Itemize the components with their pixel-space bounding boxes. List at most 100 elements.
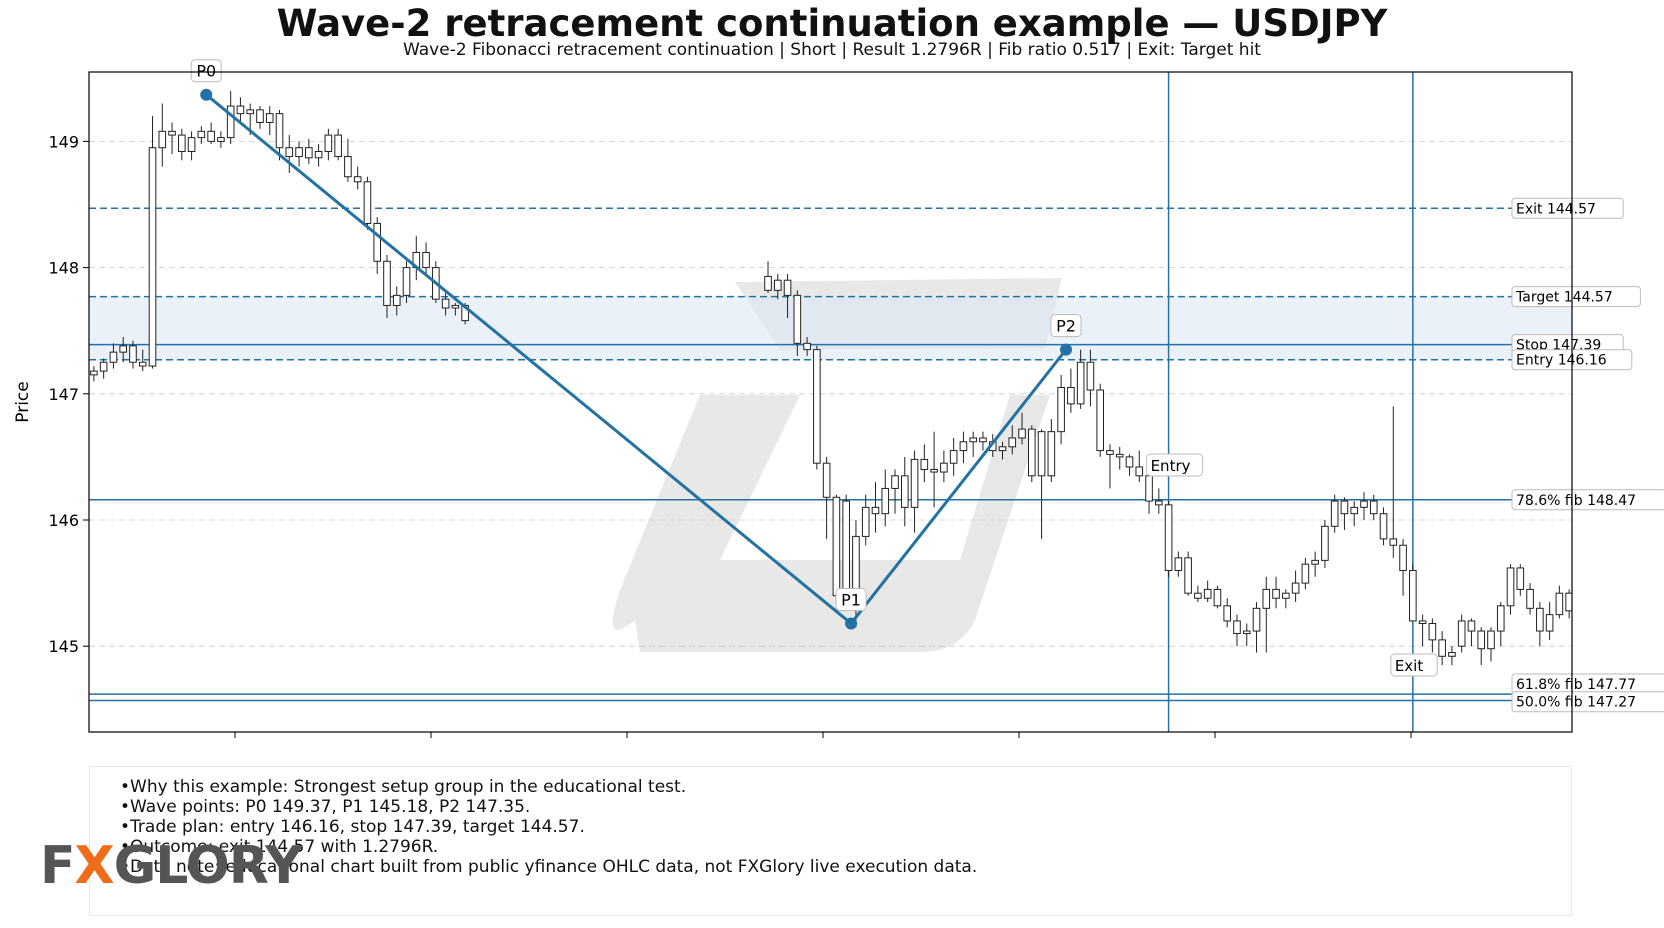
candle-body — [1291, 582, 1300, 594]
candle-body — [275, 113, 284, 149]
candle-body — [773, 279, 782, 291]
notes-panel: Why this example: Strongest setup group … — [89, 766, 1572, 916]
candle-body — [1008, 437, 1017, 448]
x-axis — [234, 732, 1412, 738]
candle-body — [871, 506, 880, 515]
candle-body — [1067, 386, 1075, 405]
level-tag-box — [1511, 691, 1664, 713]
candle-body — [979, 437, 987, 443]
candle-body — [1487, 630, 1495, 650]
candle-body — [1576, 568, 1583, 611]
candle-body — [1096, 389, 1104, 452]
candle-body — [1350, 506, 1359, 515]
wave-label-box — [835, 587, 867, 611]
candle-body — [1321, 525, 1329, 561]
candle-body — [832, 496, 841, 597]
candle-body — [1389, 538, 1398, 546]
candle-body — [1526, 588, 1534, 609]
candle-body — [1106, 450, 1114, 455]
candle-body — [246, 109, 255, 115]
candle-body — [1301, 563, 1310, 584]
candle-body — [217, 137, 225, 142]
candle-body — [949, 450, 958, 464]
candle-body — [129, 345, 137, 363]
candle-body — [1213, 588, 1222, 607]
wave-label-box — [190, 59, 222, 83]
candle-body — [226, 105, 235, 139]
candle-body — [197, 130, 206, 139]
marker-label: Exit — [1395, 657, 1424, 675]
note-item: Wave points: P0 149.37, P1 145.18, P2 14… — [120, 797, 1571, 817]
marker-lines — [1167, 72, 1414, 732]
candle-body — [1545, 614, 1554, 632]
note-item: Data note: educational chart built from … — [120, 857, 1571, 877]
y-tick-label: 148 — [48, 259, 79, 278]
candle-body — [1536, 607, 1544, 632]
candle-body — [1585, 568, 1592, 571]
wave-label-box — [1050, 314, 1082, 338]
candle-body — [353, 176, 362, 183]
marker-label-box — [1146, 453, 1204, 477]
candle-body — [305, 147, 313, 159]
candle-body — [1360, 500, 1368, 508]
candle-body — [334, 134, 342, 158]
candle-body — [99, 361, 108, 372]
level-tag: 61.8% fib 147.77 — [1516, 677, 1636, 693]
candle-body — [90, 370, 98, 376]
wave-point — [845, 617, 858, 630]
candle-body — [1418, 620, 1427, 624]
candle-body — [852, 535, 860, 597]
candle-body — [1018, 428, 1026, 439]
level-tag-box — [1511, 286, 1641, 308]
candle-body — [207, 130, 215, 142]
candle-body — [295, 147, 303, 158]
candle-body — [1399, 544, 1407, 571]
candle-body — [783, 279, 792, 296]
candle-body — [910, 458, 919, 508]
candle-body — [265, 113, 274, 123]
candle-body — [1164, 504, 1173, 571]
candle-body — [1086, 361, 1095, 391]
candle-body — [1330, 500, 1339, 527]
candle-body — [392, 294, 401, 306]
candle-body — [383, 260, 391, 306]
level-tag-box — [1511, 489, 1664, 511]
candle-body — [402, 267, 411, 296]
candle-body — [1076, 361, 1085, 405]
target-zone — [89, 296, 1572, 360]
candle-body — [1223, 605, 1232, 622]
candle-body — [1155, 500, 1163, 506]
candle-body — [920, 458, 929, 471]
note-item: Outcome: exit 144.57 with 1.2796R. — [120, 837, 1571, 857]
candle-body — [1282, 592, 1290, 599]
candle-body — [1047, 431, 1056, 477]
candle-body — [959, 441, 968, 452]
level-tag: Target 144.57 — [1515, 290, 1613, 306]
candle-body — [1516, 567, 1525, 590]
candle-body — [1272, 588, 1280, 599]
candle-body — [1615, 510, 1622, 520]
y-axis-label: Price — [13, 381, 33, 422]
candle-body — [1340, 500, 1349, 515]
candle-body — [1496, 605, 1505, 632]
candle-body — [1115, 453, 1124, 458]
candle-body — [324, 134, 333, 153]
candle-body — [363, 181, 372, 224]
candle-body — [1438, 639, 1446, 657]
candle-body — [1605, 520, 1612, 552]
candle-body — [803, 342, 811, 351]
candle-body — [344, 156, 352, 178]
marker-label-box — [1390, 653, 1438, 677]
level-tag: Entry 146.16 — [1516, 353, 1607, 369]
wave-point — [1060, 343, 1072, 356]
note-item: Trade plan: entry 146.16, stop 147.39, t… — [120, 817, 1571, 837]
candle-body — [158, 130, 167, 149]
candle-body — [1037, 431, 1046, 477]
y-tick-label: 149 — [48, 132, 79, 151]
candle-body — [236, 105, 245, 115]
candle-body — [1457, 620, 1466, 647]
candle-body — [1174, 557, 1183, 571]
candle-body — [900, 475, 909, 508]
candle-body — [1028, 428, 1036, 477]
candle-body — [1565, 592, 1572, 612]
